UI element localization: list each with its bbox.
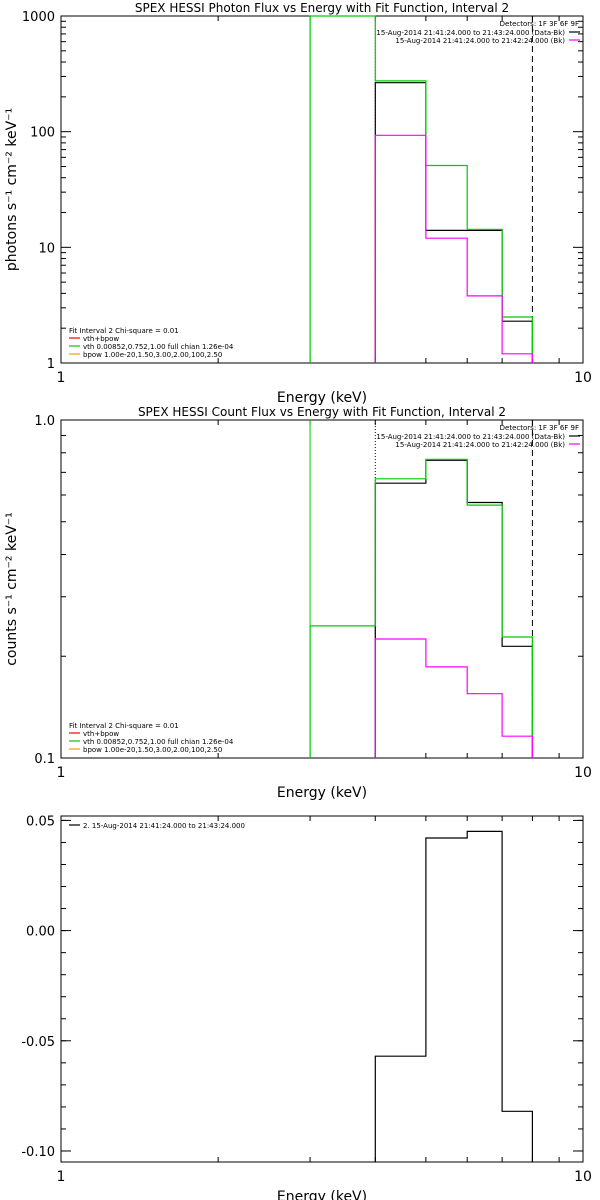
legend-entry: vth+bpow <box>83 335 119 343</box>
y-tick-label: 0.05 <box>26 814 55 829</box>
legend-entry: 15-Aug-2014 21:41:24.000 to 21:43:24.000… <box>376 29 565 37</box>
y-axis-label: counts s⁻¹ cm⁻² keV⁻¹ <box>4 512 20 666</box>
legend-fit-title: Fit Interval 2 Chi-square = 0.01 <box>69 327 179 335</box>
x-axis-label: Energy (keV) <box>277 1189 367 1200</box>
y-tick-label: 0.1 <box>34 752 55 767</box>
plot-frame-3 <box>60 815 584 1163</box>
legend-entry: vth 0.00852,0.752,1.00 full chian 1.26e-… <box>83 738 234 746</box>
y-tick-label: 0.00 <box>26 925 55 940</box>
y-tick-label: 10 <box>38 241 55 256</box>
y-tick-label: -0.10 <box>21 1145 55 1160</box>
legend-entry: bpow 1.00e-20,1.50,3.00,2.00,100,2.50 <box>83 746 222 754</box>
series-bk-step <box>374 134 533 363</box>
legend-entry: vth+bpow <box>83 730 119 738</box>
legend-detectors: Detectors: 1F 3F 6F 9F <box>500 424 579 432</box>
x-tick-label: 10 <box>574 1169 592 1185</box>
x-tick-label: 1 <box>57 1169 66 1185</box>
legend-entry: 15-Aug-2014 21:41:24.000 to 21:42:24.000… <box>395 441 565 449</box>
series-data-bk-step <box>374 82 533 363</box>
legend-entry: bpow 1.00e-20,1.50,3.00,2.00,100,2.50 <box>83 351 222 359</box>
legend-entry: 15-Aug-2014 21:41:24.000 to 21:42:24.000… <box>395 37 565 45</box>
legend-detectors: Detectors: 1F 3F 6F 9F <box>500 20 579 28</box>
y-tick-label: 1.0 <box>34 414 55 429</box>
legend-entry: vth 0.00852,0.752,1.00 full chian 1.26e-… <box>83 343 234 351</box>
y-axis-label: photons s⁻¹ cm⁻² keV⁻¹ <box>4 108 20 271</box>
series-bk-step <box>374 638 533 758</box>
series-fit-step <box>309 458 533 758</box>
x-tick-label: 1 <box>57 765 66 781</box>
series-fit-step <box>309 15 533 363</box>
x-axis-label: Energy (keV) <box>277 785 367 801</box>
y-tick-label: -0.05 <box>21 1035 55 1050</box>
x-tick-label: 10 <box>574 370 592 386</box>
chart-title: SPEX HESSI Photon Flux vs Energy with Fi… <box>135 1 509 15</box>
chart-title: SPEX HESSI Count Flux vs Energy with Fit… <box>138 405 506 419</box>
legend-fit-title: Fit Interval 2 Chi-square = 0.01 <box>69 722 179 730</box>
legend-entry: 15-Aug-2014 21:41:24.000 to 21:43:24.000… <box>376 433 565 441</box>
series-data-bk-step <box>374 459 533 758</box>
y-tick-label: 1000 <box>22 10 55 25</box>
x-tick-label: 1 <box>57 370 66 386</box>
plot-frame-1 <box>60 15 584 364</box>
legend-entry: 2. 15-Aug-2014 21:41:24.000 to 21:43:24.… <box>83 822 245 830</box>
y-tick-label: 100 <box>30 126 55 141</box>
x-tick-label: 10 <box>574 765 592 781</box>
plot-frame-2 <box>60 419 584 759</box>
y-tick-label: 1 <box>47 357 55 372</box>
series-residual-step <box>374 830 533 1162</box>
x-axis-label: Energy (keV) <box>277 390 367 406</box>
